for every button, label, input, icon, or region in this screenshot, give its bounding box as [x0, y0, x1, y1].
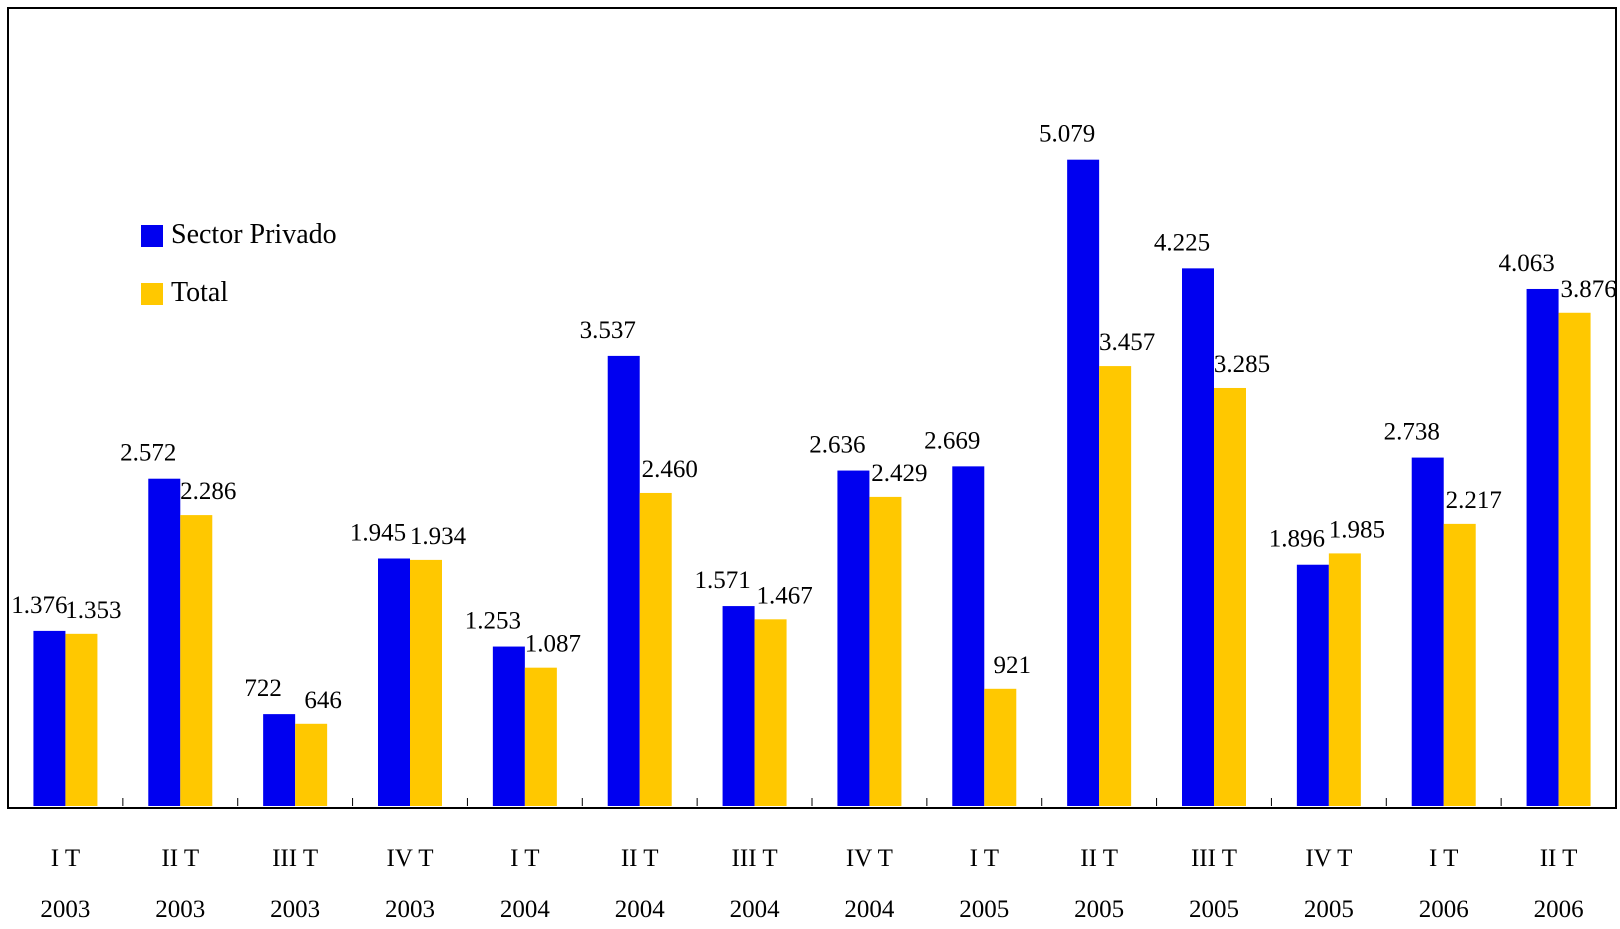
bar-total-7 [869, 496, 902, 806]
bar-sector-privado-1 [148, 478, 181, 806]
x-label-year-1: 2003 [155, 896, 205, 923]
bar-sector-privado-3 [378, 558, 410, 806]
data-label-sector-privado-9: 5.079 [1039, 121, 1095, 148]
bar-total-12 [1443, 523, 1476, 806]
x-label-year-13: 2006 [1534, 896, 1584, 923]
data-label-sector-privado-3: 1.945 [350, 519, 406, 546]
x-label-quarter-4: I T [510, 845, 539, 872]
bar-sector-privado-6 [722, 606, 755, 806]
x-label-year-4: 2004 [500, 896, 551, 923]
x-label-quarter-6: III T [732, 845, 778, 872]
data-label-total-2: 646 [304, 687, 342, 714]
x-label-quarter-0: I T [51, 845, 80, 872]
bar-total-13 [1558, 312, 1591, 806]
data-label-total-1: 2.286 [180, 478, 236, 505]
legend-label-sector-privado: Sector Privado [171, 219, 337, 250]
bar-total-9 [1099, 366, 1132, 806]
bar-total-5 [639, 492, 672, 806]
data-label-total-13: 3.876 [1560, 276, 1616, 303]
x-label-quarter-5: II T [621, 845, 659, 872]
bar-sector-privado-5 [607, 355, 640, 806]
bar-total-2 [295, 723, 328, 806]
x-label-year-11: 2005 [1304, 896, 1354, 923]
x-label-quarter-2: III T [272, 845, 318, 872]
bar-sector-privado-12 [1411, 457, 1444, 806]
data-label-sector-privado-0: 1.376 [11, 592, 67, 619]
data-label-total-5: 2.460 [642, 456, 698, 483]
data-label-sector-privado-5: 3.537 [580, 317, 636, 344]
bar-sector-privado-0 [33, 630, 66, 806]
data-label-total-11: 1.985 [1329, 516, 1385, 543]
x-label-quarter-9: II T [1080, 845, 1118, 872]
x-label-year-12: 2006 [1419, 896, 1469, 923]
x-label-quarter-11: IV T [1305, 845, 1352, 872]
x-axis-ticks [122, 798, 1502, 806]
data-label-total-7: 2.429 [871, 460, 927, 487]
x-label-year-5: 2004 [615, 896, 666, 923]
x-label-quarter-3: IV T [387, 845, 434, 872]
x-label-quarter-13: II T [1540, 845, 1578, 872]
bars [33, 159, 1591, 807]
data-label-total-12: 2.217 [1446, 487, 1502, 514]
bar-total-1 [180, 515, 213, 806]
x-label-quarter-7: IV T [846, 845, 893, 872]
x-label-year-0: 2003 [40, 896, 90, 923]
x-label-year-6: 2004 [730, 896, 781, 923]
bar-total-4 [524, 667, 557, 806]
x-label-year-9: 2005 [1074, 896, 1124, 923]
data-label-sector-privado-7: 2.636 [809, 432, 865, 459]
bar-total-0 [65, 633, 98, 806]
data-label-sector-privado-10: 4.225 [1154, 229, 1210, 256]
bar-total-6 [754, 619, 787, 806]
data-label-total-0: 1.353 [65, 597, 121, 624]
x-label-year-3: 2003 [385, 896, 435, 923]
bar-total-8 [984, 688, 1017, 806]
x-label-year-7: 2004 [844, 896, 895, 923]
data-label-sector-privado-1: 2.572 [120, 440, 176, 467]
data-label-total-10: 3.285 [1214, 351, 1270, 378]
legend-swatch-total [141, 283, 163, 305]
data-label-total-6: 1.467 [756, 582, 812, 609]
data-label-total-8: 921 [994, 652, 1032, 679]
legend-label-total: Total [171, 277, 228, 308]
data-label-sector-privado-2: 722 [244, 675, 282, 702]
data-label-sector-privado-12: 2.738 [1384, 419, 1440, 446]
data-label-sector-privado-13: 4.063 [1498, 250, 1554, 277]
bar-sector-privado-4 [492, 646, 525, 806]
x-label-year-10: 2005 [1189, 896, 1239, 923]
x-axis-labels: I T 2003 II T 2003 III T 2003 IV T 2003 I T 2004 I… [40, 845, 1583, 923]
bar-total-3 [410, 559, 442, 806]
bar-sector-privado-9 [1067, 159, 1100, 806]
x-label-quarter-8: I T [970, 845, 999, 872]
bar-total-11 [1328, 553, 1361, 806]
data-label-total-9: 3.457 [1099, 329, 1155, 356]
bar-sector-privado-2 [263, 714, 296, 806]
x-label-year-8: 2005 [959, 896, 1009, 923]
data-label-sector-privado-4: 1.253 [465, 608, 521, 635]
data-label-sector-privado-11: 1.896 [1269, 526, 1325, 553]
bar-sector-privado-10 [1182, 268, 1214, 806]
bar-sector-privado-7 [837, 470, 870, 806]
data-label-total-4: 1.087 [525, 631, 581, 658]
bar-total-10 [1214, 387, 1246, 806]
x-label-year-2: 2003 [270, 896, 320, 923]
data-label-sector-privado-8: 2.669 [924, 427, 980, 454]
data-label-sector-privado-6: 1.571 [694, 567, 750, 594]
legend-swatch-sector-privado [141, 225, 163, 247]
legend: Sector Privado Total [141, 219, 337, 308]
bar-sector-privado-11 [1296, 564, 1329, 806]
x-label-quarter-12: I T [1429, 845, 1458, 872]
bar-sector-privado-13 [1526, 288, 1559, 807]
bar-sector-privado-8 [952, 466, 985, 806]
x-label-quarter-10: III T [1191, 845, 1237, 872]
data-label-total-3: 1.934 [410, 523, 467, 550]
x-label-quarter-1: II T [161, 845, 199, 872]
